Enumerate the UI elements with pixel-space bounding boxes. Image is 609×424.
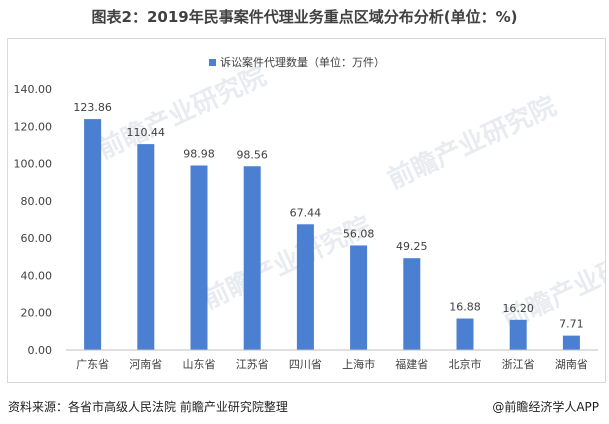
bar-value-label: 98.98 — [183, 147, 215, 160]
bar-value-label: 67.44 — [290, 206, 322, 219]
chart-title: 图表2：2019年民事案件代理业务重点区域分布分析(单位：%) — [91, 8, 518, 26]
x-tick-label: 浙江省 — [502, 358, 535, 371]
x-tick-label: 广东省 — [76, 358, 109, 371]
y-tick-label: 120.00 — [14, 120, 53, 133]
bar — [403, 258, 421, 350]
x-tick-label: 山东省 — [183, 358, 216, 371]
x-tick-label: 福建省 — [395, 357, 428, 371]
bar — [84, 119, 102, 350]
bar — [456, 318, 474, 350]
y-tick-label: 140.00 — [14, 83, 53, 96]
legend-label: 诉讼案件代理数量（单位：万件） — [220, 55, 385, 69]
y-tick-label: 20.00 — [21, 307, 53, 320]
bar-value-label: 16.20 — [502, 302, 534, 315]
bar — [509, 319, 527, 350]
bar — [243, 166, 261, 350]
x-tick-label: 四川省 — [289, 358, 322, 371]
chart-area: 前瞻产业研究院 前瞻产业研究院 前瞻产业研究院 前瞻产业研究院 诉讼案件代理数量（单位… — [7, 38, 606, 383]
y-tick-label: 60.00 — [21, 232, 53, 245]
bar — [137, 144, 155, 350]
y-tick-label: 80.00 — [21, 195, 53, 208]
bar-value-label: 98.56 — [236, 148, 268, 161]
watermark-text: 前瞻产业研究院 — [498, 230, 605, 335]
x-tick-label: 河南省 — [129, 358, 162, 371]
bar — [190, 165, 208, 350]
bar-value-label: 49.25 — [396, 240, 428, 253]
y-tick-label: 0.00 — [28, 344, 53, 357]
bar-value-label: 56.08 — [343, 227, 375, 240]
bar — [562, 335, 580, 350]
y-tick-label: 40.00 — [21, 269, 53, 282]
x-tick-label: 湖南省 — [555, 358, 588, 371]
x-tick-label: 江苏省 — [236, 358, 269, 371]
bars-layer: 123.86 110.44 98.98 98.56 67.44 56.08 49.25 16.… — [73, 101, 584, 350]
bar-value-label: 7.71 — [559, 318, 584, 331]
legend: 诉讼案件代理数量（单位：万件） — [209, 55, 385, 69]
bar-value-label: 110.44 — [127, 126, 166, 139]
source-note: 资料来源：各省市高级人民法院 前瞻产业研究院整理 — [8, 400, 288, 414]
brand-credit: @前瞻经济学人APP — [492, 400, 599, 414]
y-axis: 0.00 20.00 40.00 60.00 80.00 100.00 120.00 140.… — [14, 83, 53, 357]
bar — [296, 224, 314, 350]
x-tick-label: 北京市 — [449, 357, 482, 371]
bar-value-label: 123.86 — [73, 101, 112, 114]
x-tick-label: 上海市 — [342, 357, 375, 371]
watermark-text: 前瞻产业研究院 — [198, 210, 376, 315]
x-axis: 广东省 河南省 山东省 江苏省 四川省 上海市 福建省 北京市 浙江省 湖南省 — [66, 349, 598, 371]
legend-swatch — [209, 59, 216, 66]
bar — [350, 245, 368, 350]
watermark-text: 前瞻产业研究院 — [383, 90, 561, 195]
bar-value-label: 16.88 — [449, 301, 481, 314]
y-tick-label: 100.00 — [14, 158, 53, 171]
